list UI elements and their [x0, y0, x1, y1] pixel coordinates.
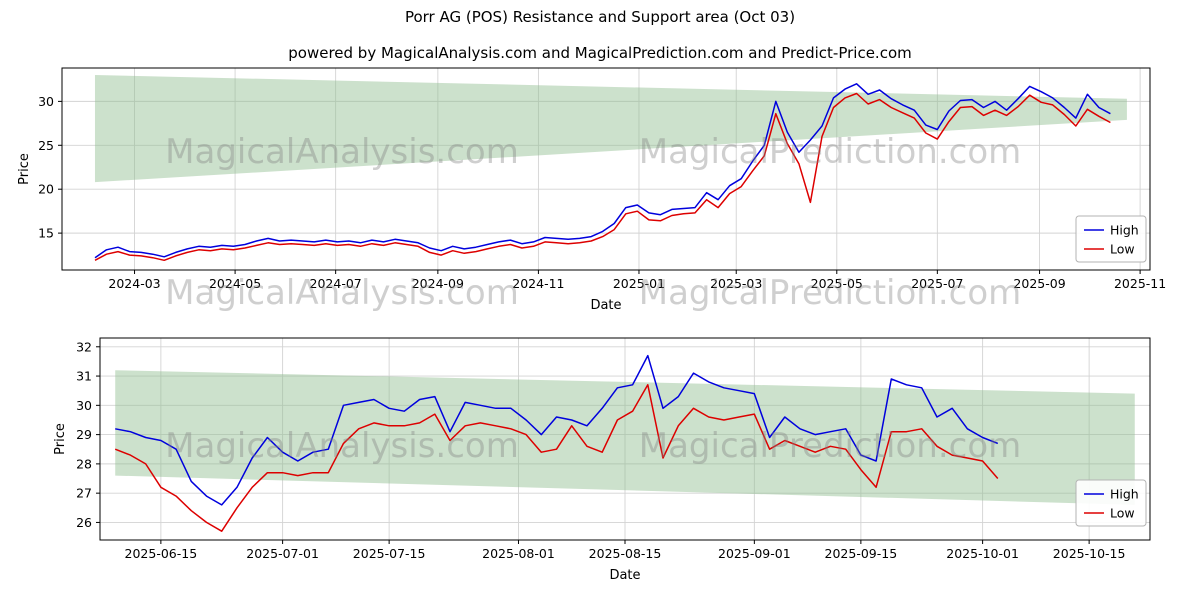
legend-label-low: Low — [1110, 506, 1135, 521]
legend-box — [1075, 479, 1147, 527]
x-tick-label: 2025-09-01 — [718, 546, 791, 561]
y-tick-label: 25 — [38, 138, 54, 153]
legend-label-high: High — [1110, 487, 1139, 502]
x-tick-label: 2025-09-15 — [825, 546, 898, 561]
y-tick-label: 30 — [76, 398, 92, 413]
x-tick-label: 2024-11 — [512, 276, 564, 291]
x-tick-label: 2025-07-01 — [246, 546, 319, 561]
y-tick-label: 15 — [38, 226, 54, 241]
x-tick-label: 2025-05 — [811, 276, 863, 291]
series-high-line — [115, 354, 999, 506]
x-tick-label: 2025-07 — [911, 276, 963, 291]
resistance-support-area — [94, 75, 1127, 183]
x-tick-label: 2025-08-01 — [482, 546, 555, 561]
y-axis-label: Price — [53, 423, 68, 455]
y-tick-label: 29 — [76, 427, 92, 442]
legend: High Low — [1075, 479, 1147, 527]
x-tick-label: 2025-01 — [613, 276, 665, 291]
x-tick-label: 2025-03 — [710, 276, 762, 291]
y-tick-label: 31 — [76, 369, 92, 384]
legend-label-low: Low — [1110, 242, 1135, 257]
subplot-2: 2025-06-15 2025-07-01 2025-07-15 2025-08-01… — [53, 337, 1151, 583]
x-tick-label: 2024-05 — [209, 276, 261, 291]
chart-subtitle: powered by MagicalAnalysis.com and Magic… — [288, 44, 912, 62]
x-tick-label: 2025-07-15 — [353, 546, 426, 561]
series-high-line — [94, 83, 1111, 259]
legend: High Low — [1075, 215, 1147, 263]
subplot-1: 2024-03 2024-05 2024-07 2024-09 2024-11 2025-… — [17, 67, 1166, 313]
x-tick-label: 2025-08-15 — [589, 546, 662, 561]
y-tick-label: 27 — [76, 486, 92, 501]
x-tick-label: 2025-10-15 — [1053, 546, 1126, 561]
x-axis-label: Date — [609, 568, 640, 583]
x-tick-label: 2024-03 — [108, 276, 160, 291]
axes-frame — [61, 67, 1151, 271]
x-axis-label: Date — [590, 298, 621, 313]
y-tick-label: 26 — [76, 515, 92, 530]
series-low-line — [94, 92, 1111, 262]
x-tick-label: 2025-06-15 — [125, 546, 198, 561]
y-axis-label: Price — [17, 153, 32, 185]
y-tick-label: 32 — [76, 339, 92, 354]
y-tick-label: 30 — [38, 94, 54, 109]
x-tick-label: 2025-09 — [1013, 276, 1065, 291]
x-tick-label: 2024-07 — [310, 276, 362, 291]
x-tick-label: 2025-11 — [1114, 276, 1166, 291]
legend-label-high: High — [1110, 223, 1139, 238]
x-tick-label: 2024-09 — [412, 276, 464, 291]
legend-box — [1075, 215, 1147, 263]
chart-title: Porr AG (POS) Resistance and Support are… — [404, 8, 796, 26]
x-tick-label: 2025-10-01 — [946, 546, 1019, 561]
series-low-line — [114, 384, 999, 532]
y-tick-label: 28 — [76, 456, 92, 471]
y-tick-label: 20 — [38, 182, 54, 197]
